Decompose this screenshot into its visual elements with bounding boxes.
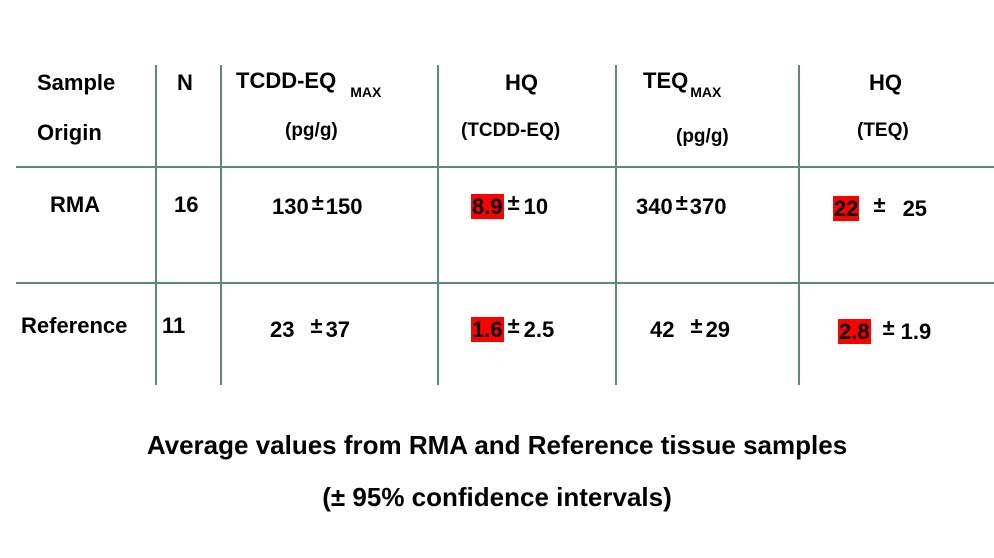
value-ci: 1.9 <box>900 319 932 344</box>
header-sample: Sample <box>37 70 116 95</box>
header-hq-tcdd-sub: (TCDD-EQ) <box>461 120 561 141</box>
value-ci: 29 <box>705 317 731 342</box>
caption-line-1: Average values from RMA and Reference ti… <box>146 430 848 460</box>
header-teq-sub: MAX <box>690 84 722 100</box>
teq-value: 340 ±370 <box>636 190 727 220</box>
column-divider <box>615 65 617 385</box>
plus-minus: ± <box>690 313 703 338</box>
value-mean-highlight: 2.8 <box>838 319 871 344</box>
row-origin: Reference <box>21 313 128 338</box>
header-origin: Origin <box>37 120 102 145</box>
tcdd-eq-value: 130 ±150 <box>272 190 363 220</box>
header-tcdd-unit: (pg/g) <box>285 120 338 141</box>
value-mean-highlight: 1.6 <box>471 317 504 342</box>
header-hq-teq: HQ <box>869 70 902 95</box>
column-divider <box>798 65 800 385</box>
header-tcdd-eq: TCDD-EQ <box>236 68 337 93</box>
header-tcdd-sub: MAX <box>350 84 382 100</box>
column-divider <box>220 65 222 385</box>
hq-teq-value: 2.8 ±1.9 <box>838 315 932 345</box>
caption-line-2: (± 95% confidence intervals) <box>322 482 672 512</box>
value-mean-highlight: 22 <box>833 196 860 221</box>
value-ci: 37 <box>325 317 351 342</box>
value-mean-highlight: 8.9 <box>471 194 504 219</box>
value-mean: 23 <box>270 317 295 342</box>
row-divider <box>16 282 994 284</box>
header-teq-max: TEQ MAX <box>643 68 721 100</box>
plus-minus: ± <box>507 313 520 338</box>
plus-minus: ± <box>675 190 688 215</box>
header-teq: TEQ <box>643 68 689 93</box>
row-n: 11 <box>162 313 186 338</box>
plus-minus: ± <box>873 192 886 217</box>
header-hq-teq-sub: (TEQ) <box>857 120 909 141</box>
header-teq-unit: (pg/g) <box>676 126 729 147</box>
value-mean: 42 <box>650 317 675 342</box>
plus-minus: ± <box>882 315 895 340</box>
value-mean: 130 <box>272 194 309 219</box>
value-ci: 10 <box>523 194 549 219</box>
teq-value: 42 ±29 <box>650 313 731 343</box>
value-mean: 340 <box>636 194 673 219</box>
header-n: N <box>177 70 193 95</box>
hq-tcdd-value: 1.6 ±2.5 <box>471 313 555 343</box>
value-ci: 370 <box>689 194 727 219</box>
plus-minus: ± <box>310 313 323 338</box>
plus-minus: ± <box>311 190 324 215</box>
row-n: 16 <box>174 192 199 217</box>
tcdd-eq-value: 23 ±37 <box>270 313 351 343</box>
header-tcdd-eq-max: TCDD-EQ MAX <box>236 68 381 100</box>
row-divider <box>16 166 994 168</box>
value-ci: 25 <box>902 196 928 221</box>
hq-tcdd-value: 8.9 ±10 <box>471 190 549 220</box>
hq-teq-value: 22 ±25 <box>833 192 928 222</box>
row-origin: RMA <box>50 192 101 217</box>
value-ci: 150 <box>325 194 363 219</box>
plus-minus: ± <box>507 190 520 215</box>
header-hq-tcdd: HQ <box>505 70 538 95</box>
column-divider <box>437 65 439 385</box>
column-divider <box>155 65 157 385</box>
value-ci: 2.5 <box>523 317 555 342</box>
